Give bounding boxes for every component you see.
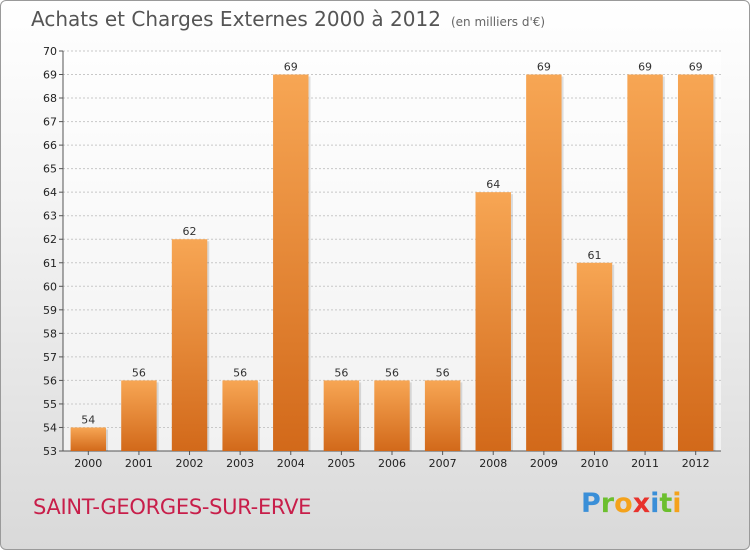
y-tick-label: 62 — [43, 233, 57, 246]
chart-title: Achats et Charges Externes 2000 à 2012 (e… — [31, 7, 545, 31]
bar — [475, 192, 511, 452]
y-tick-label: 65 — [43, 163, 57, 176]
logo-letter: r — [600, 488, 615, 519]
bar-value-label: 54 — [81, 413, 95, 426]
bar-value-label: 62 — [183, 225, 197, 238]
bar — [526, 74, 562, 451]
x-tick-label: 2000 — [74, 457, 102, 470]
bar — [323, 380, 360, 451]
x-tick-label: 2010 — [580, 457, 608, 470]
y-tick-label: 70 — [43, 45, 57, 58]
y-tick-label: 67 — [43, 116, 57, 129]
bar — [374, 380, 410, 451]
bar-value-label: 56 — [385, 366, 399, 379]
x-tick-label: 2002 — [176, 457, 204, 470]
proxiti-logo: Proxiti — [581, 488, 682, 519]
y-tick-label: 55 — [43, 398, 57, 411]
logo-letter: x — [632, 488, 651, 519]
commune-name: SAINT-GEORGES-SUR-ERVE — [33, 495, 312, 519]
bar-value-label: 69 — [689, 61, 703, 74]
x-tick-label: 2009 — [530, 457, 558, 470]
bar-value-label: 56 — [436, 366, 450, 379]
logo-letter: i — [672, 488, 682, 519]
x-tick-label: 2011 — [631, 457, 659, 470]
bar-value-label: 61 — [587, 249, 601, 262]
bar — [576, 262, 613, 451]
x-tick-label: 2012 — [682, 457, 710, 470]
bar — [222, 380, 258, 451]
logo-letter: o — [614, 488, 633, 519]
chart-unit: (en milliers d'€) — [450, 15, 546, 29]
bar — [70, 427, 107, 451]
logo-letter: P — [581, 488, 601, 519]
bar — [627, 74, 663, 451]
bar — [273, 74, 309, 451]
y-tick-label: 66 — [43, 139, 57, 152]
x-tick-label: 2008 — [479, 457, 507, 470]
x-tick-label: 2007 — [429, 457, 457, 470]
bar — [424, 380, 461, 451]
x-tick-label: 2006 — [378, 457, 406, 470]
y-tick-label: 64 — [43, 186, 57, 199]
bar-value-label: 56 — [132, 366, 146, 379]
bar-value-label: 64 — [486, 178, 500, 191]
y-tick-label: 59 — [43, 304, 57, 317]
y-tick-label: 61 — [43, 257, 57, 270]
bar — [677, 74, 714, 451]
y-tick-label: 57 — [43, 351, 57, 364]
x-tick-label: 2003 — [226, 457, 254, 470]
x-tick-label: 2005 — [327, 457, 355, 470]
logo-letter: t — [659, 488, 673, 519]
chart-title-text: Achats et Charges Externes 2000 à 2012 — [31, 7, 441, 31]
x-tick-label: 2001 — [125, 457, 153, 470]
y-tick-label: 58 — [43, 327, 57, 340]
x-tick-label: 2004 — [277, 457, 305, 470]
y-tick-label: 68 — [43, 92, 57, 105]
y-tick-label: 63 — [43, 210, 57, 223]
bar — [121, 380, 157, 451]
bar — [171, 239, 208, 451]
logo-letter: i — [650, 488, 660, 519]
bar-value-label: 69 — [537, 61, 551, 74]
bar-value-label: 69 — [638, 61, 652, 74]
y-tick-label: 69 — [43, 69, 57, 82]
bar-value-label: 56 — [334, 366, 348, 379]
bar-value-label: 69 — [284, 61, 298, 74]
y-tick-label: 56 — [43, 374, 57, 387]
bar-value-label: 56 — [233, 366, 247, 379]
y-tick-label: 53 — [43, 445, 57, 458]
y-tick-label: 60 — [43, 280, 57, 293]
y-tick-label: 54 — [43, 421, 57, 434]
